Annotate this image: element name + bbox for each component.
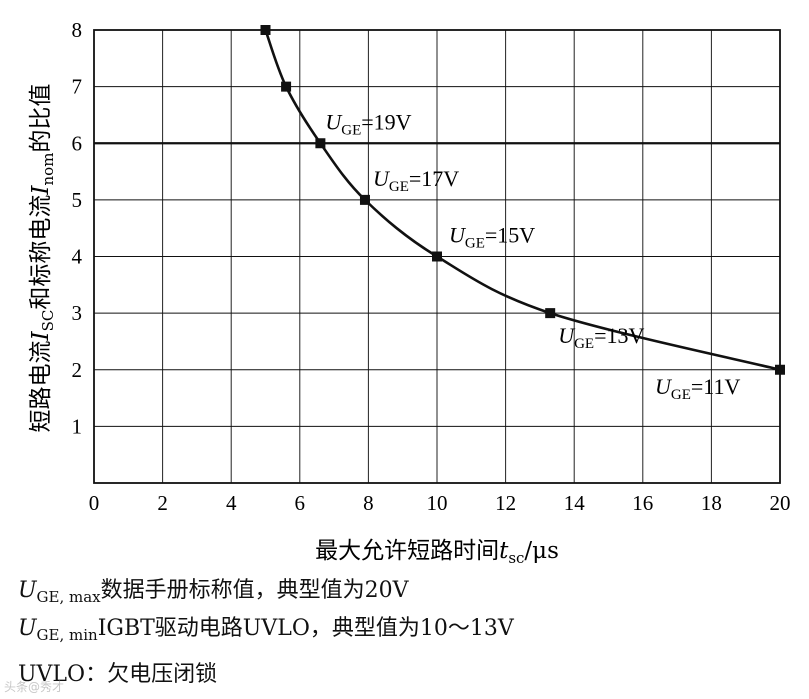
y-tick-labels: 1 2 3 4 5 6 7 8 — [72, 18, 83, 438]
y-axis-label: 短路电流ISC和标称电流Inom的比值 — [28, 84, 57, 433]
x-axis-label: 最大允许短路时间tsc/μs — [315, 538, 559, 567]
x-tick-label: 18 — [701, 491, 722, 515]
data-point — [281, 81, 292, 92]
series — [260, 25, 785, 375]
data-point — [260, 25, 271, 35]
data-point — [359, 194, 370, 205]
y-tick-label: 7 — [72, 75, 83, 99]
x-tick-label: 20 — [770, 491, 791, 515]
y-tick-label: 3 — [72, 301, 83, 325]
note-uvlo: UVLO：欠电压闭锁 — [18, 662, 218, 687]
x-tick-label: 14 — [564, 491, 586, 515]
x-tick-label: 8 — [363, 491, 374, 515]
y-tick-label: 5 — [72, 188, 83, 212]
annotation-label: UGE=17V — [373, 166, 459, 195]
note-uge-min: UGE, minIGBT驱动电路UVLO，典型值为10～13V — [18, 616, 514, 644]
annotation-label: UGE=13V — [558, 323, 644, 352]
x-tick-label: 10 — [427, 491, 448, 515]
note-uge-max: UGE, max数据手册标称值，典型值为20V — [18, 578, 409, 606]
y-tick-label: 8 — [72, 18, 83, 42]
data-point — [775, 364, 785, 375]
annotation-label: UGE=15V — [449, 223, 535, 252]
data-point — [315, 138, 326, 149]
x-tick-label: 12 — [495, 491, 516, 515]
watermark: 头条@秀才 — [4, 680, 65, 694]
y-tick-label: 6 — [72, 131, 83, 155]
series-line — [264, 29, 781, 372]
y-tick-label: 2 — [72, 358, 83, 382]
annotation-label: UGE=19V — [325, 109, 411, 138]
annotations: UGE=19V UGE=17V UGE=15V UGE=13V UGE=11V — [325, 109, 740, 403]
x-tick-label: 2 — [157, 491, 168, 515]
x-tick-label: 4 — [226, 491, 237, 515]
y-tick-label: 1 — [72, 414, 83, 438]
annotation-label: UGE=11V — [655, 374, 740, 403]
y-tick-label: 4 — [72, 245, 83, 269]
x-tick-label: 6 — [295, 491, 306, 515]
data-point — [545, 308, 556, 319]
x-tick-label: 16 — [632, 491, 653, 515]
axes — [93, 29, 781, 484]
data-point — [432, 251, 442, 262]
plot-frame — [93, 29, 781, 484]
x-tick-label: 0 — [89, 491, 100, 515]
x-tick-labels: 0 2 4 6 8 10 12 14 16 18 20 — [89, 491, 791, 515]
